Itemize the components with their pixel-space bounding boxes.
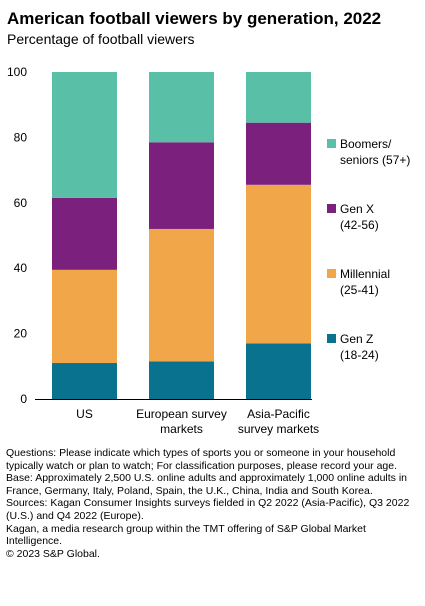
bar-segment [52, 269, 117, 364]
legend-swatch [327, 269, 336, 278]
chart-subtitle: Percentage of football viewers [7, 31, 195, 47]
legend-swatch [327, 204, 336, 213]
y-tick-label: 20 [14, 327, 28, 341]
legend-label: Millennial (25-41) [340, 267, 390, 297]
bar-segment [149, 361, 214, 399]
bar-segment [149, 142, 214, 229]
bar-segment [52, 197, 117, 270]
y-tick-label: 80 [14, 130, 28, 144]
source-notes: Questions: Please indicate which types o… [6, 447, 418, 560]
bar-segment [246, 122, 311, 185]
bar-segment [149, 72, 214, 143]
x-tick-label: European survey markets [136, 407, 227, 436]
y-tick-label: 0 [20, 392, 27, 406]
x-tick-label: US [76, 407, 93, 421]
bar-segment [52, 363, 117, 399]
note-questions: Questions: Please indicate which types o… [6, 447, 398, 472]
note-kagan: Kagan, a media research group within the… [6, 522, 366, 548]
y-tick-label: 60 [14, 196, 28, 210]
stacked-bar-chart: 0 20 40 60 80 100 US European survey markets Asia… [7, 65, 410, 436]
legend-swatch [327, 334, 336, 343]
note-base: Base: Approximately 2,500 U.S. online ad… [6, 472, 407, 497]
note-copyright: © 2023 S&P Global. [6, 547, 100, 560]
x-tick-label: Asia-Pacific survey markets [238, 407, 319, 436]
bar-segment [52, 72, 117, 198]
y-tick-label: 100 [7, 65, 27, 79]
legend-label: Boomers/seniors (57+) [340, 137, 410, 167]
legend-swatch [327, 139, 336, 148]
y-tick-label: 40 [14, 261, 28, 275]
note-sources: Sources: Kagan Consumer Insights surveys… [6, 497, 410, 522]
legend-label: Gen Z (18-24) [340, 332, 379, 362]
bar-segment [149, 228, 214, 362]
bar-segment [246, 184, 311, 344]
chart-title: American football viewers by generation,… [7, 9, 382, 28]
legend-label: Gen X (42-56) [340, 202, 379, 232]
bar-segment [246, 343, 311, 399]
bar-segment [246, 72, 311, 123]
